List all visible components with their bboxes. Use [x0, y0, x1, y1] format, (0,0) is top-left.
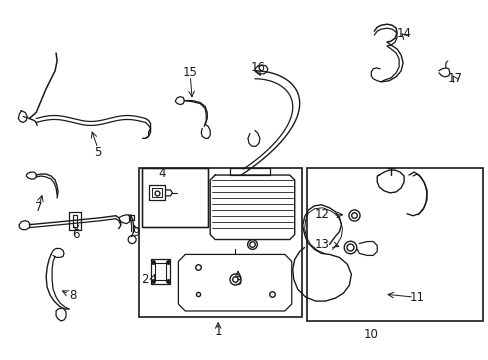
Bar: [142, 168, 208, 227]
Text: 5: 5: [94, 146, 102, 159]
Text: 8: 8: [69, 289, 77, 302]
Text: 11: 11: [408, 291, 424, 303]
Bar: [138, 168, 301, 317]
Text: 6: 6: [72, 228, 80, 241]
Text: 2: 2: [141, 273, 148, 286]
Text: 15: 15: [183, 66, 197, 79]
Text: 13: 13: [314, 238, 329, 251]
Text: 9: 9: [132, 226, 139, 239]
Bar: [142, 168, 208, 227]
Text: 16: 16: [250, 61, 265, 75]
Bar: [306, 168, 482, 321]
Text: 10: 10: [363, 328, 378, 341]
Text: 17: 17: [447, 72, 461, 85]
Text: 3: 3: [234, 275, 241, 288]
Text: 1: 1: [214, 325, 222, 338]
Text: 7: 7: [35, 201, 43, 214]
Text: 12: 12: [314, 208, 329, 221]
Text: 4: 4: [159, 167, 166, 180]
Text: 14: 14: [396, 27, 411, 40]
